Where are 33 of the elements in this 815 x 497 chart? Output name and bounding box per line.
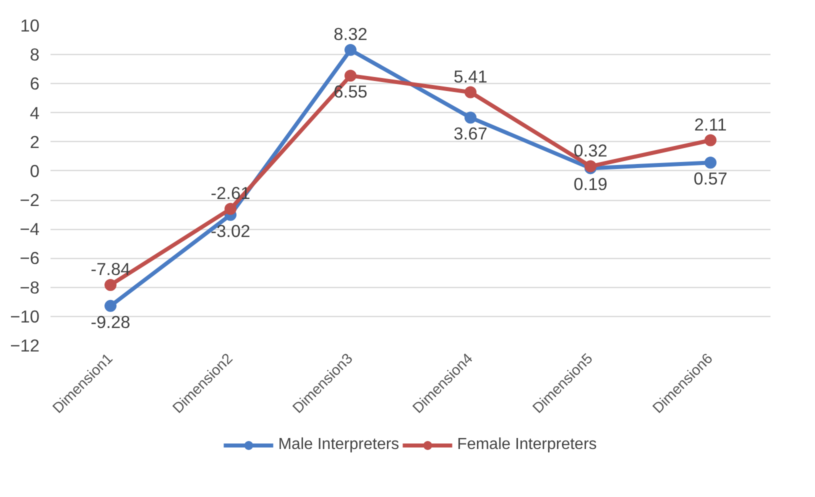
data-label: 8.32 <box>334 24 368 44</box>
data-label: 2.11 <box>694 114 727 134</box>
data-label: 0.57 <box>694 168 728 189</box>
point <box>344 44 356 56</box>
data-label: 0.19 <box>574 174 608 194</box>
y-tick-label: −2 <box>20 190 40 210</box>
point <box>464 86 476 98</box>
y-tick-label: 8 <box>30 44 40 65</box>
point <box>704 156 716 169</box>
y-tick-label: −6 <box>20 248 40 268</box>
point <box>704 134 716 146</box>
y-tick-label: 4 <box>30 102 40 123</box>
point <box>104 300 116 312</box>
y-tick-label: 6 <box>30 74 40 94</box>
data-label: 5.41 <box>454 66 488 86</box>
y-tick-label: −10 <box>10 306 40 326</box>
y-tick-label: −12 <box>10 336 40 356</box>
y-tick-label: −4 <box>20 219 40 240</box>
data-label: -9.28 <box>90 312 130 332</box>
point <box>464 112 476 124</box>
data-label: 0.32 <box>574 140 608 160</box>
y-tick-label: −8 <box>20 277 40 298</box>
data-label: 3.67 <box>454 124 488 144</box>
data-label: -3.02 <box>210 220 250 241</box>
legend-label: Male Interpreters <box>278 436 400 454</box>
point <box>104 279 116 291</box>
legend-label: Female Interpreters <box>457 436 597 454</box>
y-tick-label: 10 <box>20 16 40 36</box>
y-tick-label: 0 <box>30 160 40 181</box>
y-tick-label: 2 <box>30 132 40 152</box>
data-label: -7.84 <box>90 258 131 279</box>
point <box>344 70 356 82</box>
point <box>224 202 236 215</box>
